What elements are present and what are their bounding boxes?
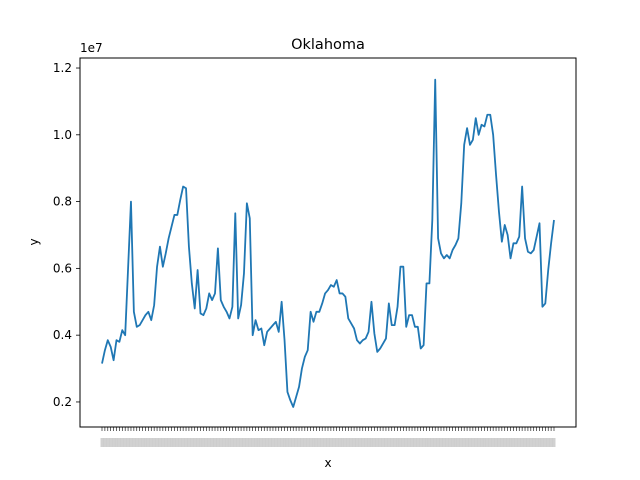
plot-area [101,78,555,408]
plot-frame [79,57,577,428]
y-axis-ticks: 0.2 0.4 0.6 0.8 1.0 1.2 [53,61,80,409]
series-line [101,78,555,408]
x-axis-ticks [100,427,556,447]
y-axis-offset-text: 1e7 [80,41,103,55]
y-tick-label: 0.4 [53,328,72,342]
y-tick-label: 1.0 [53,128,72,142]
y-axis-label: y [27,238,41,245]
y-tick-label: 0.8 [53,195,72,209]
chart-title: Oklahoma [291,37,365,53]
y-tick-label: 1.2 [53,61,72,75]
x-tick-labels-overlapped [100,438,556,447]
y-tick-label: 0.6 [53,261,72,275]
x-axis-label: x [324,456,331,470]
y-tick-label: 0.2 [53,395,72,409]
